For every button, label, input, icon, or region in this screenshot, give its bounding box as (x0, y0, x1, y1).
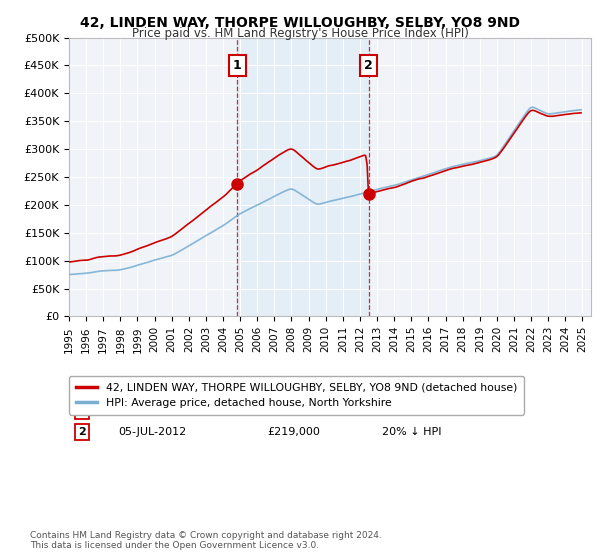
Legend: 42, LINDEN WAY, THORPE WILLOUGHBY, SELBY, YO8 9ND (detached house), HPI: Average: 42, LINDEN WAY, THORPE WILLOUGHBY, SELBY… (69, 376, 524, 414)
Text: 42, LINDEN WAY, THORPE WILLOUGHBY, SELBY, YO8 9ND: 42, LINDEN WAY, THORPE WILLOUGHBY, SELBY… (80, 16, 520, 30)
Text: £219,000: £219,000 (268, 427, 320, 437)
Text: 05-JUL-2012: 05-JUL-2012 (119, 427, 187, 437)
Text: 4% ↓ HPI: 4% ↓ HPI (382, 406, 434, 416)
Text: Price paid vs. HM Land Registry's House Price Index (HPI): Price paid vs. HM Land Registry's House … (131, 27, 469, 40)
Text: 05-NOV-2004: 05-NOV-2004 (119, 406, 193, 416)
Text: 2: 2 (364, 59, 373, 72)
Text: 2: 2 (78, 427, 86, 437)
Text: 1: 1 (233, 59, 242, 72)
Text: 1: 1 (78, 406, 86, 416)
Text: 20% ↓ HPI: 20% ↓ HPI (382, 427, 442, 437)
Text: Contains HM Land Registry data © Crown copyright and database right 2024.
This d: Contains HM Land Registry data © Crown c… (30, 530, 382, 550)
Text: £237,500: £237,500 (268, 406, 320, 416)
Bar (238, 38, 368, 316)
